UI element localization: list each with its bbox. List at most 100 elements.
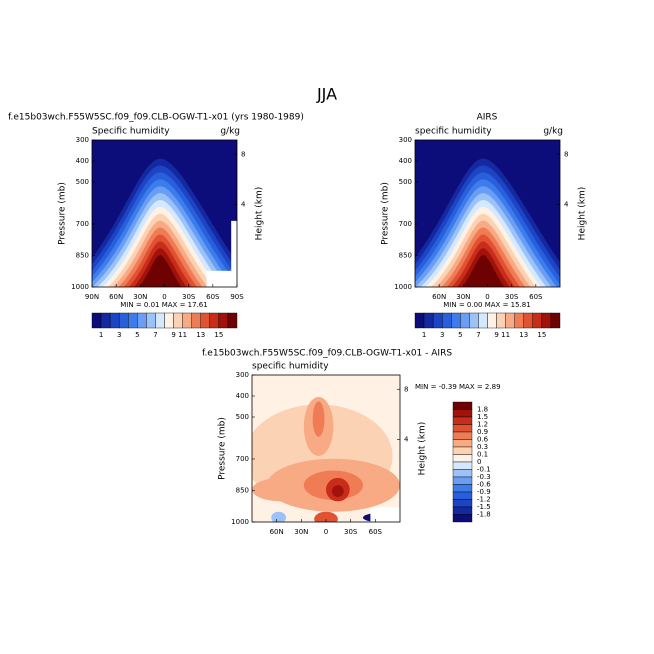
field bbox=[415, 140, 560, 287]
y-tick-label: 700 bbox=[236, 455, 249, 463]
y-tick-label: 400 bbox=[236, 392, 249, 400]
colorbar-box bbox=[452, 499, 473, 508]
panel-title: f.e15b03wch.F55W5SC.f09_f09.CLB-OGW-T1-x… bbox=[202, 349, 452, 359]
y2-tick-label: 4 bbox=[564, 200, 569, 208]
colorbar-box bbox=[541, 312, 552, 329]
y2-tick-label: 8 bbox=[241, 150, 245, 158]
x-tick-label: 30N bbox=[294, 528, 308, 536]
colorbar-box bbox=[532, 312, 543, 329]
colorbar-box bbox=[91, 312, 102, 329]
colorbar-box bbox=[432, 312, 443, 329]
panel-subtitle: specific humidity bbox=[415, 127, 492, 137]
x-tick-label: 0 bbox=[324, 528, 328, 536]
colorbar-label: 1.2 bbox=[477, 421, 488, 429]
colorbar-box bbox=[441, 312, 452, 329]
colorbar-label: 3 bbox=[440, 331, 444, 339]
x-tick-label: 60N bbox=[109, 293, 123, 301]
x-tick-label: 90N bbox=[85, 293, 99, 301]
y2-axis-label: Height (km) bbox=[578, 187, 588, 241]
colorbar-label: -1.5 bbox=[477, 503, 491, 511]
missing-region bbox=[206, 270, 237, 287]
y-tick-label: 300 bbox=[236, 371, 249, 379]
figure-title: JJA bbox=[316, 85, 337, 104]
colorbar-box bbox=[452, 514, 473, 523]
colorbar-box bbox=[523, 312, 534, 329]
x-tick-label: 60S bbox=[529, 293, 543, 301]
colorbar-label: 13 bbox=[196, 331, 205, 339]
contour-blob bbox=[312, 401, 325, 437]
y-tick-label: 400 bbox=[76, 157, 89, 165]
contour-blob bbox=[271, 511, 287, 522]
colorbar-box bbox=[452, 484, 473, 493]
colorbar-box bbox=[460, 312, 470, 329]
x-tick-label: 30N bbox=[456, 293, 470, 301]
colorbar-label: 5 bbox=[135, 331, 139, 339]
x-tick-label: 0 bbox=[485, 293, 489, 301]
colorbar-label: 9 bbox=[494, 331, 498, 339]
colorbar-label: 15 bbox=[214, 331, 223, 339]
colorbar-label: -0.6 bbox=[477, 481, 491, 489]
field bbox=[252, 375, 400, 522]
colorbar-box bbox=[452, 439, 473, 448]
y-tick-label: 400 bbox=[399, 157, 412, 165]
field bbox=[92, 140, 237, 287]
colorbar-box bbox=[550, 312, 561, 329]
x-tick-label: 30S bbox=[182, 293, 196, 301]
colorbar-box bbox=[137, 312, 147, 329]
x-tick-label: 30N bbox=[133, 293, 147, 301]
colorbar-box bbox=[182, 312, 192, 329]
y-axis-label: Pressure (mb) bbox=[381, 182, 391, 245]
x-tick-label: 0 bbox=[162, 293, 166, 301]
colorbar-label: 3 bbox=[117, 331, 121, 339]
y-axis-label: Pressure (mb) bbox=[58, 182, 68, 245]
colorbar-box bbox=[452, 431, 473, 440]
colorbar-label: 0 bbox=[477, 458, 481, 466]
colorbar-box bbox=[423, 312, 434, 329]
contour-blob bbox=[314, 511, 338, 522]
colorbar-box bbox=[452, 446, 473, 455]
colorbar-label: 7 bbox=[153, 331, 157, 339]
colorbar-label: 0.3 bbox=[477, 443, 488, 451]
colorbar-box bbox=[452, 454, 473, 463]
colorbar-box bbox=[452, 491, 473, 500]
y-tick-label: 1000 bbox=[71, 283, 89, 291]
colorbar-box bbox=[173, 312, 183, 329]
missing-region bbox=[370, 507, 400, 522]
contour-blob bbox=[331, 485, 344, 498]
x-tick-label: 30S bbox=[505, 293, 519, 301]
colorbar-box bbox=[452, 476, 473, 485]
missing-region bbox=[231, 220, 237, 287]
colorbar-label: 11 bbox=[178, 331, 187, 339]
colorbar-box bbox=[452, 506, 473, 515]
colorbar-box bbox=[469, 312, 479, 329]
x-tick-label: 60N bbox=[270, 528, 284, 536]
colorbar-label: 1 bbox=[422, 331, 426, 339]
colorbar-box bbox=[164, 312, 174, 329]
colorbar-label: -0.9 bbox=[477, 488, 491, 496]
y-tick-label: 850 bbox=[236, 487, 249, 495]
y-tick-label: 700 bbox=[399, 220, 412, 228]
stats: MIN = 0.00 MAX = 15.81 bbox=[443, 301, 530, 309]
colorbar-box bbox=[200, 312, 211, 329]
x-tick-label: 90S bbox=[230, 293, 244, 301]
colorbar-box bbox=[452, 409, 473, 418]
colorbar-box bbox=[414, 312, 425, 329]
panel-title: AIRS bbox=[477, 113, 498, 123]
colorbar-box bbox=[118, 312, 129, 329]
y2-tick-label: 4 bbox=[241, 200, 246, 208]
y-tick-label: 300 bbox=[76, 136, 89, 144]
colorbar-box bbox=[191, 312, 201, 329]
colorbar-label: 11 bbox=[501, 331, 510, 339]
x-tick-label: 30S bbox=[344, 528, 358, 536]
x-tick-label: 60S bbox=[206, 293, 220, 301]
y-tick-label: 500 bbox=[76, 178, 89, 186]
colorbar-label: -1.8 bbox=[477, 511, 491, 519]
y2-axis-label: Height (km) bbox=[418, 422, 428, 476]
contour-blob bbox=[252, 477, 312, 502]
colorbar-box bbox=[155, 312, 165, 329]
colorbar-label: 1.8 bbox=[477, 406, 488, 414]
colorbar-box bbox=[451, 312, 461, 329]
panel-title: f.e15b03wch.F55W5SC.f09_f09.CLB-OGW-T1-x… bbox=[8, 113, 304, 123]
y-tick-label: 500 bbox=[236, 413, 249, 421]
